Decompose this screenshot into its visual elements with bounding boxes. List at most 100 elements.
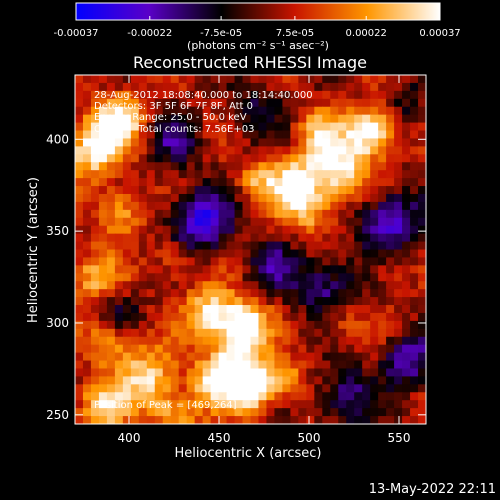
heatmap-cell	[218, 146, 228, 155]
heatmap-cell	[290, 201, 299, 211]
heatmap-cell	[162, 408, 172, 417]
heatmap-cell	[170, 162, 180, 171]
heatmap-cell	[130, 368, 140, 378]
heatmap-cell	[362, 146, 371, 155]
heatmap-cell	[282, 297, 291, 306]
heatmap-cell	[314, 265, 323, 274]
heatmap-cell	[258, 265, 268, 274]
heatmap-cell	[154, 241, 164, 251]
heatmap-cell	[130, 162, 140, 171]
heatmap-cell	[250, 312, 260, 322]
heatmap-cell	[82, 106, 92, 116]
x-tick-label: 550	[388, 431, 411, 445]
heatmap-cell	[418, 241, 426, 251]
heatmap-cell	[274, 289, 284, 298]
heatmap-cell	[226, 360, 236, 370]
heatmap-cell	[218, 241, 228, 251]
heatmap-cell	[274, 217, 284, 227]
heatmap-cell	[106, 193, 116, 203]
heatmap-cell	[386, 312, 395, 322]
heatmap-cell	[298, 265, 307, 274]
heatmap-cell	[98, 320, 108, 330]
heatmap-cell	[298, 75, 307, 84]
heatmap-cell	[154, 408, 164, 417]
heatmap-cell	[234, 320, 244, 330]
heatmap-cell	[402, 376, 411, 385]
heatmap-cell	[130, 186, 140, 195]
heatmap-cell	[194, 225, 204, 235]
heatmap-cell	[362, 368, 371, 378]
heatmap-cell	[386, 289, 395, 298]
heatmap-cell	[282, 217, 291, 227]
heatmap-cell	[314, 122, 323, 132]
heatmap-cell	[90, 320, 100, 330]
heatmap-cell	[274, 312, 284, 322]
heatmap-cell	[370, 114, 379, 124]
heatmap-cell	[75, 122, 84, 132]
heatmap-cell	[354, 289, 363, 298]
heatmap-cell	[354, 336, 363, 346]
heatmap-cell	[82, 154, 92, 163]
heatmap-cell	[90, 289, 100, 298]
heatmap-cell	[202, 249, 212, 259]
heatmap-cell	[370, 273, 379, 282]
heatmap-cell	[354, 265, 363, 274]
heatmap-cell	[194, 178, 204, 187]
heatmap-cell	[274, 273, 284, 282]
heatmap-cell	[242, 257, 252, 266]
heatmap-cell	[410, 146, 419, 155]
heatmap-cell	[82, 82, 92, 92]
heatmap-cell	[242, 320, 252, 330]
heatmap-cell	[106, 138, 116, 147]
heatmap-cell	[162, 209, 172, 219]
heatmap-cell	[258, 114, 268, 124]
heatmap-cell	[362, 328, 371, 338]
heatmap-cell	[306, 265, 315, 274]
heatmap-cell	[394, 241, 403, 251]
heatmap-cell	[146, 368, 156, 378]
heatmap-cell	[75, 392, 84, 401]
heatmap-cell	[266, 178, 276, 187]
heatmap-cell	[354, 344, 363, 354]
heatmap-cell	[298, 154, 307, 163]
heatmap-cell	[410, 352, 419, 362]
heatmap-cell	[242, 90, 252, 100]
heatmap-cell	[154, 75, 164, 84]
heatmap-cell	[162, 384, 172, 393]
colorbar-ticks: -0.00037 -0.00022 -7.5e-05 7.5e-05 0.00022 0.…	[54, 16, 461, 39]
heatmap-cell	[386, 178, 395, 187]
heatmap-cell	[162, 328, 172, 338]
heatmap-cell	[154, 178, 164, 187]
heatmap-cell	[202, 328, 212, 338]
heatmap-cell	[418, 170, 426, 179]
heatmap-cell	[138, 265, 148, 274]
heatmap-cell	[354, 138, 363, 147]
heatmap-cell	[242, 130, 252, 140]
heatmap-cell	[298, 146, 307, 155]
heatmap-cell	[362, 344, 371, 354]
heatmap-cell	[242, 384, 252, 393]
heatmap-cell	[370, 82, 379, 92]
heatmap-cell	[242, 75, 252, 84]
heatmap-cell	[130, 384, 140, 393]
heatmap-cell	[314, 138, 323, 147]
heatmap-cell	[258, 75, 268, 84]
heatmap-cell	[138, 408, 148, 417]
heatmap-cell	[330, 90, 339, 100]
heatmap-cell	[154, 257, 164, 266]
heatmap-cell	[250, 241, 260, 251]
heatmap-cell	[282, 265, 291, 274]
heatmap-cell	[386, 344, 395, 354]
heatmap-cell	[394, 360, 403, 370]
heatmap-cell	[322, 392, 331, 401]
heatmap-cell	[82, 273, 92, 282]
heatmap-cell	[226, 233, 236, 243]
heatmap-cell	[90, 90, 100, 100]
heatmap-cell	[418, 249, 426, 259]
heatmap-cell	[322, 297, 331, 306]
heatmap-cell	[346, 360, 355, 370]
heatmap-cell	[202, 312, 212, 322]
heatmap-cell	[82, 392, 92, 401]
heatmap-cell	[298, 82, 307, 92]
heatmap-cell	[106, 201, 116, 211]
